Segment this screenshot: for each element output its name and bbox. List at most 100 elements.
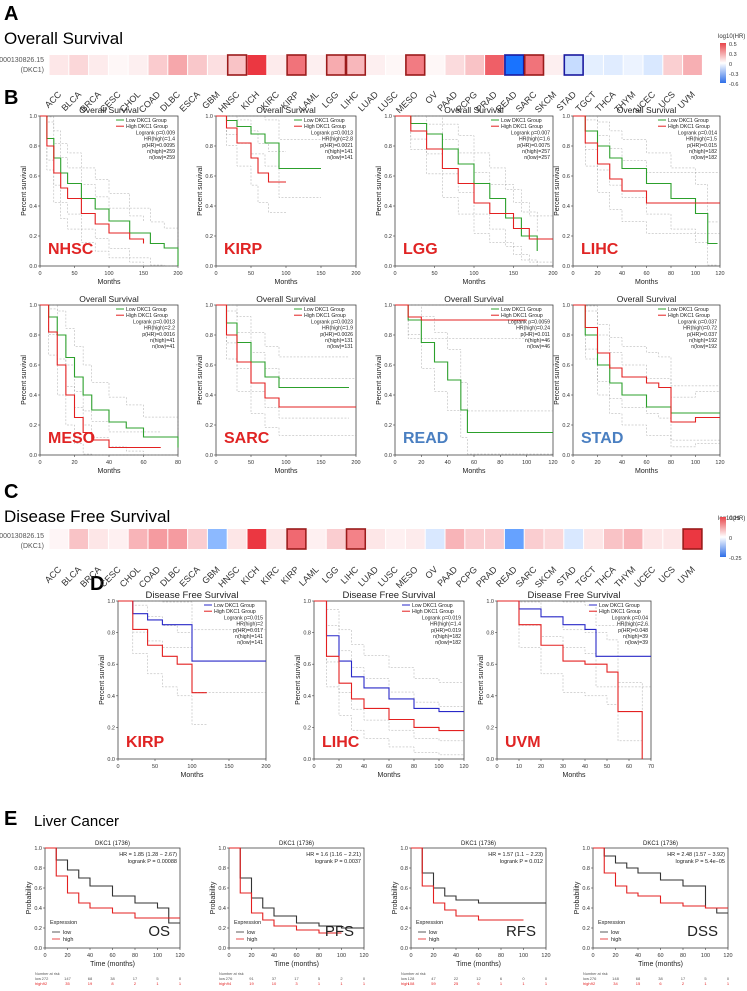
heatmap-a-cell-lgg bbox=[325, 54, 347, 76]
heatmap-a-legend-tick: 0.5 bbox=[729, 42, 737, 48]
km-b-sarc-ytick-label: 1.0 bbox=[205, 303, 213, 309]
heatmap-c-cell-brca bbox=[89, 529, 108, 549]
km-b-lgg-legend-stat: Logrank p=0.007 bbox=[511, 130, 550, 136]
km-b-read-legend-stat: p(HR)=0.011 bbox=[521, 332, 551, 338]
km-b-read-legend-stat: Logrank p=0.0059 bbox=[508, 319, 550, 325]
km-e-rfs-risk-low: 12 bbox=[476, 976, 481, 981]
km-b-stad-xtick-label: 20 bbox=[594, 460, 600, 466]
km-d-uvm-legend-stat: p(HR)=0.048 bbox=[618, 628, 648, 634]
km-b-meso-ytick-label: 0.0 bbox=[29, 453, 37, 459]
km-e-os-risk-low-label: low bbox=[35, 976, 41, 981]
km-e-pfs-logrank: logrank P = 0.0037 bbox=[315, 859, 361, 865]
km-b-lgg-low-curve bbox=[395, 115, 538, 251]
km-b-lihc-ytick-label: 0.0 bbox=[562, 264, 570, 270]
km-e-os-xtick-label: 100 bbox=[153, 953, 162, 959]
km-e-dss-risk-high: 34 bbox=[613, 981, 618, 986]
km-b-meso-xtick-label: 0 bbox=[38, 460, 41, 466]
km-b-lgg-legend-stat: n(low)=257 bbox=[524, 155, 550, 161]
heatmap-c-legend-tick: 0 bbox=[729, 536, 732, 542]
km-b-sarc-xtick-label: 150 bbox=[316, 460, 325, 466]
km-e-dss-ytick-label: 0.8 bbox=[582, 866, 590, 872]
km-b-stad-title: Overall Survival bbox=[617, 294, 677, 304]
panel-e-title: Liver Cancer bbox=[34, 813, 119, 830]
km-d-lihc-low-ci-upper bbox=[314, 600, 464, 683]
km-e-dss-risk-title: Number at risk bbox=[583, 972, 608, 976]
heatmap-c-label-esca: ESCA bbox=[178, 564, 202, 588]
km-d-lihc-xtick-label: 80 bbox=[411, 764, 417, 770]
km-b-read-high-curve bbox=[395, 304, 527, 321]
km-d-uvm-high-curve bbox=[497, 600, 643, 759]
km-b-kirp: Overall Survival 0.0 0.2 0.4 0.6 0.8 1.0 0 50 100… bbox=[197, 105, 361, 286]
km-b-lgg-ylabel: Percent survival bbox=[376, 166, 383, 216]
km-e-pfs-xlabel: Time (months) bbox=[274, 961, 319, 968]
km-d-kirp-xtick-label: 100 bbox=[187, 764, 196, 770]
km-b-lihc-high-curve bbox=[573, 115, 720, 204]
km-e-dss-expr-high: high bbox=[611, 937, 621, 943]
km-e-os-logrank: logrank P = 0.00088 bbox=[128, 859, 177, 865]
km-b-stad-xtick-label: 40 bbox=[619, 460, 625, 466]
km-e-os-xtick-label: 120 bbox=[175, 953, 184, 959]
km-e-rfs-xtick-label: 20 bbox=[430, 953, 436, 959]
km-e-rfs-risk-high-label: high bbox=[401, 981, 409, 986]
km-d-uvm-xlabel: Months bbox=[563, 772, 586, 779]
km-b-nhsc-xlabel: Months bbox=[98, 279, 121, 286]
km-b-kirp-ytick-label: 0.0 bbox=[205, 264, 213, 270]
heatmap-a-legend-tick: -0.3 bbox=[729, 72, 738, 78]
km-b-read-xtick-label: 80 bbox=[497, 460, 503, 466]
km-e-pfs-title: DKC1 (1736) bbox=[279, 841, 314, 847]
km-b-kirp-legend-stat: HR(high)=2.8 bbox=[322, 137, 353, 143]
km-e-dss-ytick-label: 0.6 bbox=[582, 886, 590, 892]
km-b-meso-ylabel: Percent survival bbox=[21, 355, 28, 405]
km-b-meso-ytick-label: 1.0 bbox=[29, 303, 37, 309]
km-b-kirp-high-ci-lower bbox=[216, 115, 286, 213]
km-d-uvm-xtick-label: 70 bbox=[648, 764, 654, 770]
km-b-meso-legend-stat: n(high)=41 bbox=[150, 338, 175, 344]
heatmap-c-cell-thym bbox=[623, 529, 643, 549]
km-d-kirp-xtick-label: 200 bbox=[261, 764, 270, 770]
heatmap-a-cell-ov bbox=[425, 55, 445, 75]
km-e-dss-expr-title: Expression bbox=[598, 920, 625, 926]
km-b-kirp-legend-stat: n(high)=141 bbox=[325, 149, 353, 155]
km-b-nhsc-xtick-label: 0 bbox=[38, 271, 41, 277]
km-d-uvm-legend-stat: n(high)=39 bbox=[623, 634, 648, 640]
km-d-uvm-xtick-label: 10 bbox=[516, 764, 522, 770]
heatmap-c-label-tgct: TGCT bbox=[574, 564, 599, 589]
km-d-kirp-legend-stat: Logrank p=0.015 bbox=[224, 615, 263, 621]
km-e-rfs-expr-low: low bbox=[429, 930, 437, 936]
km-b-stad-high-ci-lower bbox=[573, 304, 720, 448]
km-e-pfs-xtick-label: 120 bbox=[359, 953, 368, 959]
km-e-dss-hr: HR = 2.48 (1.57 − 3.92) bbox=[667, 852, 725, 858]
panel-c-gene-id: ENSG00000130826.15 bbox=[0, 533, 44, 540]
km-b-stad-legend-item: High DKC1 Group bbox=[668, 313, 710, 319]
heatmap-a-cell-ucs bbox=[663, 55, 683, 75]
km-b-lgg-high-ci-lower bbox=[395, 115, 553, 263]
km-d-kirp-legend-stat: HR(high)=2 bbox=[236, 622, 263, 628]
km-e-os-xtick-label: 40 bbox=[87, 953, 93, 959]
km-b-lihc-xtick-label: 0 bbox=[571, 271, 574, 277]
panel-a-title: Overall Survival bbox=[4, 29, 123, 48]
heatmap-a-legend-bar bbox=[720, 43, 726, 83]
km-b-lgg-xtick-label: 50 bbox=[431, 271, 437, 277]
km-e-dss-ytick-label: 0.2 bbox=[582, 926, 590, 932]
km-e-pfs-hr: HR = 1.6 (1.16 − 2.21) bbox=[306, 852, 361, 858]
heatmap-c-label-ucs: UCS bbox=[657, 564, 678, 585]
km-b-sarc-xlabel: Months bbox=[275, 468, 298, 475]
km-e-rfs-xtick-label: 100 bbox=[519, 953, 528, 959]
km-b-nhsc-ytick-label: 1.0 bbox=[29, 114, 37, 120]
heatmap-a-label-meso: MESO bbox=[394, 89, 420, 115]
heatmap-c-cell-lihc bbox=[345, 528, 367, 550]
km-b-read-xtick-label: 60 bbox=[471, 460, 477, 466]
km-b-nhsc-label: NHSC bbox=[48, 241, 94, 258]
heatmap-c-cell-paad bbox=[445, 529, 465, 549]
km-b-lihc-xtick-label: 80 bbox=[668, 271, 674, 277]
km-d-lihc-low-curve bbox=[314, 600, 464, 713]
km-e-pfs-xtick-label: 40 bbox=[271, 953, 277, 959]
panel-a-legend-title: log10(HR) bbox=[718, 34, 745, 40]
km-e-pfs-ytick-label: 0.8 bbox=[218, 866, 226, 872]
km-b-kirp-xtick-label: 0 bbox=[214, 271, 217, 277]
km-e-rfs-risk-title: Number at risk bbox=[401, 972, 426, 976]
heatmap-a-cell-kirp bbox=[286, 54, 307, 76]
km-d-uvm-label: UVM bbox=[505, 734, 541, 751]
km-e-pfs-risk-low: 37 bbox=[272, 976, 277, 981]
heatmap-a-cell-thca bbox=[603, 55, 623, 75]
